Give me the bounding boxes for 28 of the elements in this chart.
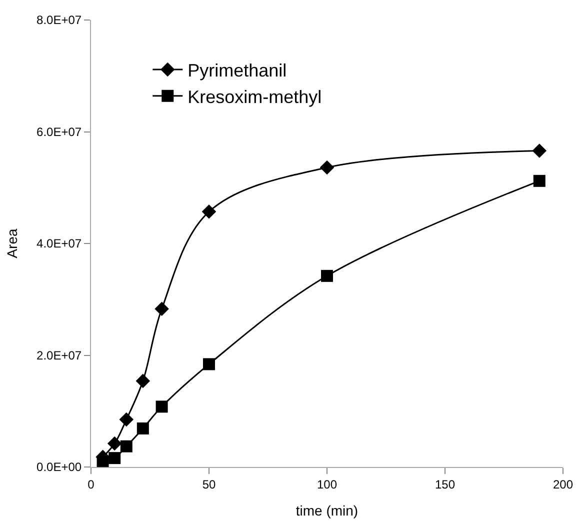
point: [136, 422, 149, 434]
y-tick-label: 2.0E+07: [36, 348, 82, 362]
x-tick-label: 200: [552, 477, 574, 492]
y-axis-title: Area: [4, 228, 20, 258]
point: [321, 270, 333, 282]
point: [320, 160, 334, 175]
point: [108, 452, 121, 464]
x-tick-label: 0: [88, 477, 95, 492]
point: [532, 144, 547, 158]
point: [120, 440, 132, 452]
point: [156, 400, 168, 413]
point: [533, 174, 546, 187]
point: [136, 374, 150, 388]
x-tick-label: 150: [434, 477, 456, 492]
legend-label: Kresoxim-methyl: [188, 86, 322, 107]
point: [107, 436, 122, 451]
x-axis-title: time (min): [296, 502, 358, 519]
point: [154, 302, 169, 316]
y-tick-label: 0.0E+00: [36, 460, 82, 474]
y-tick-label: 8.0E+07: [36, 13, 82, 28]
point: [202, 204, 216, 219]
x-tick-label: 100: [316, 477, 338, 492]
y-tick-label: 6.0E+07: [36, 124, 82, 139]
legend-label: Pyrimethanil: [188, 60, 287, 81]
point: [119, 412, 134, 427]
x-tick-label: 50: [202, 477, 216, 492]
y-tick-label: 4.0E+07: [36, 236, 82, 251]
point: [203, 358, 215, 370]
